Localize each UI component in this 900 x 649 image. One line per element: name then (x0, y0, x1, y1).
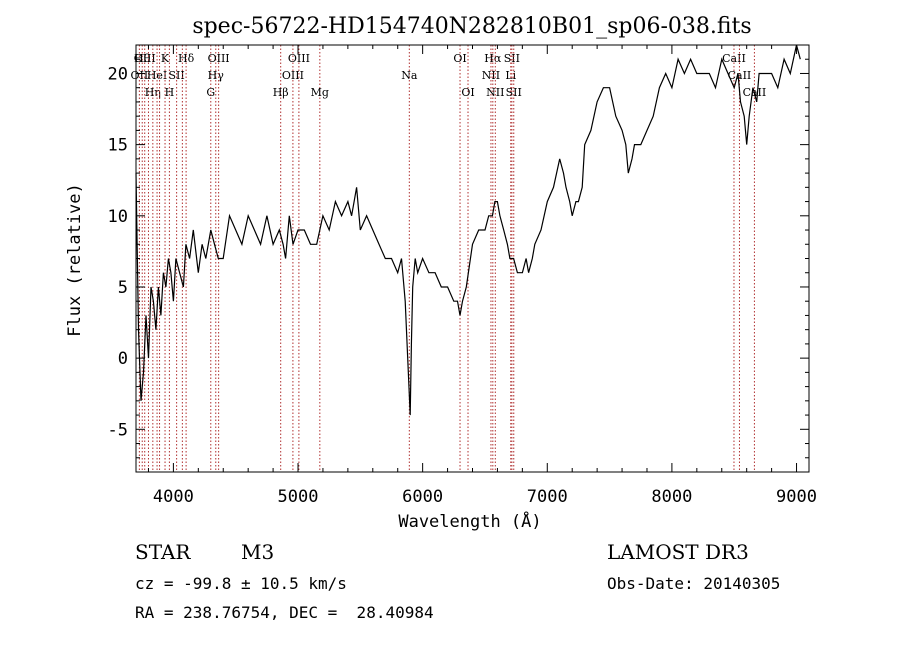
line-marker-label: Hθ (134, 52, 151, 65)
series-group (135, 44, 801, 416)
chart-title: spec-56722-HD154740N282810B01_sp06-038.f… (192, 14, 751, 39)
y-tick-label: 5 (118, 278, 128, 298)
x-tick-label: 9000 (776, 487, 817, 507)
plot-frame (135, 44, 810, 473)
line-marker-label: CaII (722, 52, 746, 65)
x-tick-label: 5000 (278, 487, 319, 507)
x-tick-label: 4000 (153, 487, 194, 507)
line-marker-label: Na (401, 69, 418, 82)
x-tick-label: 6000 (402, 487, 443, 507)
y-tick-label: 20 (108, 64, 128, 84)
x-tick-label: 7000 (527, 487, 568, 507)
line-marker-label: OIII (208, 52, 230, 65)
y-axis-label: Flux (relative) (65, 183, 85, 337)
line-marker-label: OII (131, 69, 149, 82)
line-markers: OIIHθOIIIHηHeIKHSIIHδGHγOIIIHβOIIIOIIIMg… (131, 45, 766, 472)
spectrum-line (135, 44, 801, 416)
line-marker-label: Li (505, 69, 516, 82)
line-marker-label: HeI (147, 69, 167, 82)
ra-dec: RA = 238.76754, DEC = 28.40984 (135, 603, 434, 622)
line-marker-label: Hα (484, 52, 502, 65)
line-marker-label: H (165, 86, 175, 99)
axis-ticks: 4000 5000 6000 7000 8000 9000 -5 0 5 10 15 20 (108, 44, 817, 507)
line-marker-label: K (161, 52, 170, 65)
y-tick-label: 15 (108, 136, 128, 156)
line-marker-label: OI (461, 86, 474, 99)
line-marker-label: OI (453, 52, 466, 65)
line-marker-label: SII (169, 69, 185, 82)
survey-label: LAMOST DR3 (607, 540, 749, 564)
line-marker-label: OIII (288, 52, 310, 65)
y-tick-label: -5 (108, 420, 128, 440)
line-marker-label: Mg (311, 86, 329, 99)
line-marker-label: Hδ (178, 52, 195, 65)
line-marker-label: G (206, 86, 215, 99)
line-marker-label: OIII (134, 52, 156, 65)
line-marker-label: OIII (282, 69, 304, 82)
line-marker-label: NII (482, 69, 500, 82)
class-label: STAR (135, 540, 191, 564)
cz-value: cz = -99.8 ± 10.5 km/s (135, 574, 347, 593)
x-tick-label: 8000 (651, 487, 692, 507)
obs-date: Obs-Date: 20140305 (607, 574, 781, 593)
x-axis-label: Wavelength (Å) (398, 510, 541, 532)
line-marker-label: CaII (728, 69, 752, 82)
line-marker-label: Hη (145, 86, 161, 99)
line-marker-label: Hγ (208, 69, 225, 82)
line-marker-label: Hβ (273, 86, 289, 99)
y-tick-label: 0 (118, 349, 128, 369)
y-tick-label: 10 (108, 207, 128, 227)
line-marker-label: NII (486, 86, 504, 99)
line-marker-label: SII (504, 52, 520, 65)
line-marker-label: SII (506, 86, 522, 99)
subclass-label: M3 (241, 540, 275, 564)
